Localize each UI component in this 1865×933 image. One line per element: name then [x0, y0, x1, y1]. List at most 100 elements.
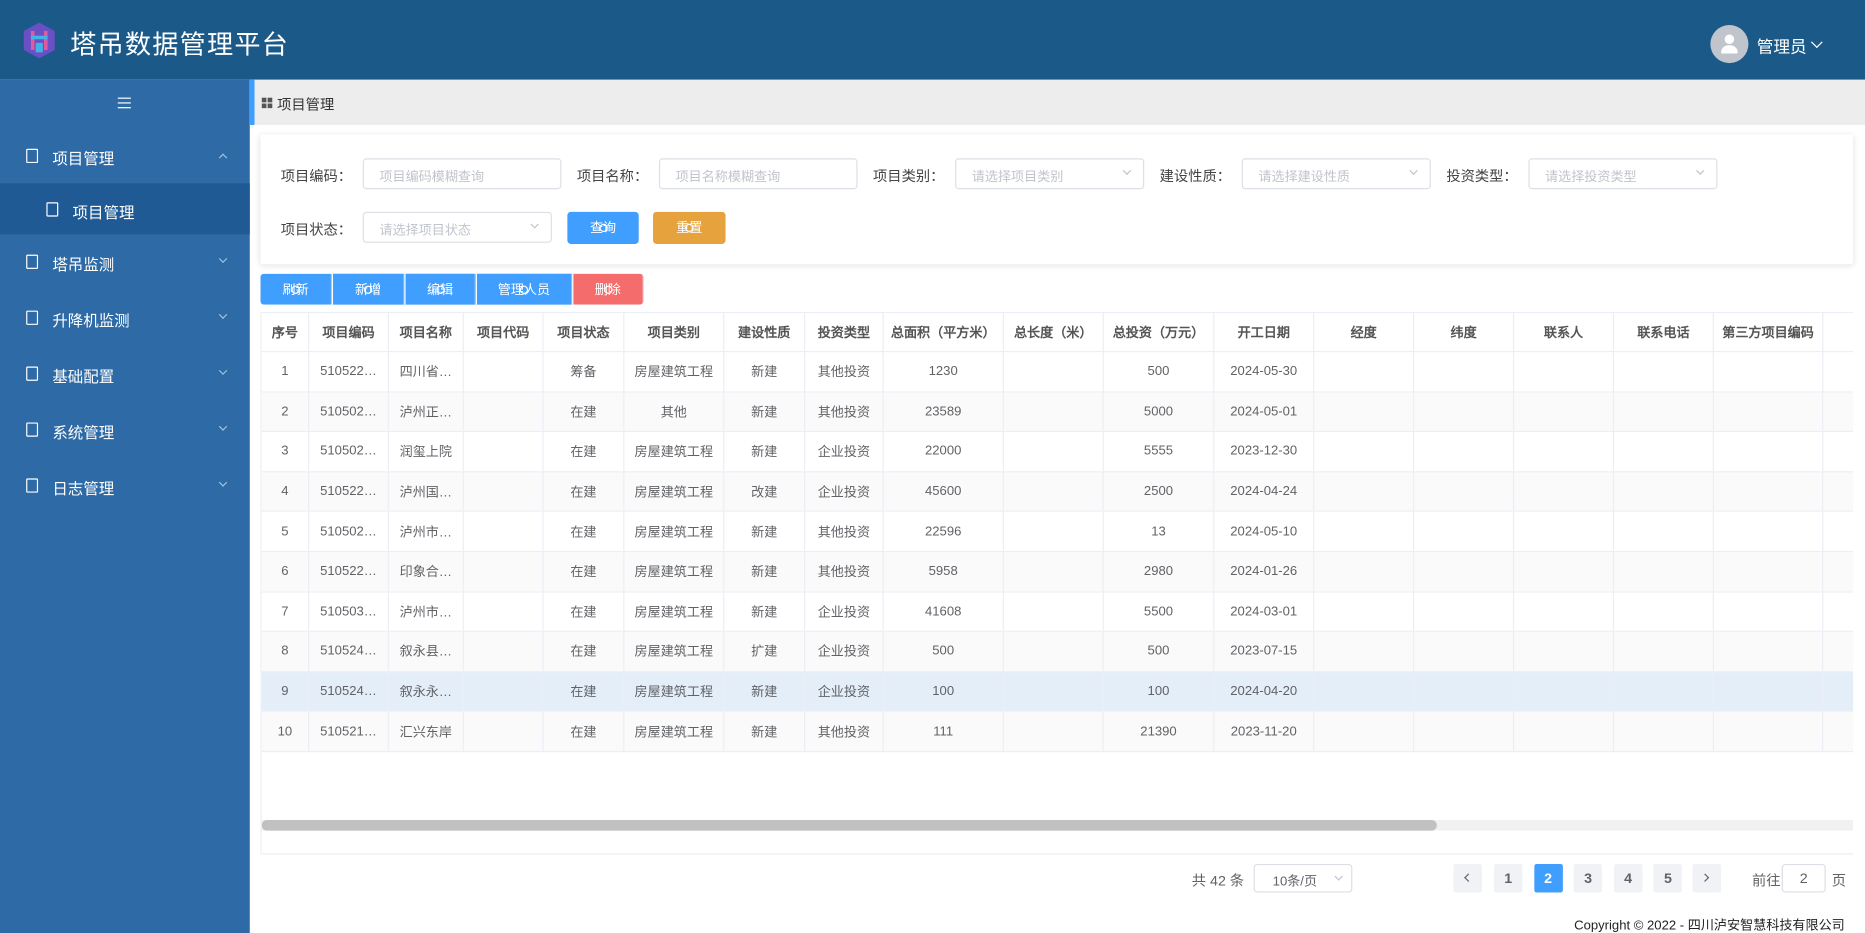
table-cell: 1230	[884, 352, 1004, 392]
table-row[interactable]: 9 510524… 叙永永… 在建 房屋建筑工程 新建 企业投资 100 100 2024-04-…	[261, 672, 1854, 713]
page-size-select[interactable]: 10条/页	[1253, 863, 1353, 893]
table-cell	[1004, 712, 1104, 751]
table-cell: 新建	[724, 672, 806, 711]
menu-label: 项目管理	[52, 149, 115, 168]
filter-button[interactable]: 重置	[652, 211, 726, 244]
table-cell: 其他投资	[805, 712, 884, 751]
table-row[interactable]: 5 510502… 泸州市… 在建 房屋建筑工程 新建 其他投资 22596 13 2024-05…	[261, 512, 1854, 553]
filter-select[interactable]: 请选择项目类别	[955, 158, 1145, 190]
table-cell	[1514, 352, 1615, 392]
table-cell: 房屋建筑工程	[624, 352, 725, 392]
scrollbar-thumb[interactable]	[261, 819, 1437, 831]
goto-input[interactable]: 2	[1781, 863, 1826, 893]
filter-input[interactable]: 项目编码模糊查询	[362, 158, 562, 190]
table-cell: 5555	[1104, 432, 1215, 471]
filter-label: 投资类型：	[1446, 167, 1518, 185]
menu-item[interactable]: 升降机监测	[0, 290, 250, 345]
table-cell	[1714, 472, 1824, 511]
table-cell: 3	[262, 432, 310, 471]
menu-item[interactable]: 系统管理	[0, 402, 250, 457]
menu-item[interactable]: 塔吊监测	[0, 234, 250, 289]
table-cell	[1714, 512, 1824, 551]
table-row[interactable]: 6 510522… 印象合… 在建 房屋建筑工程 新建 其他投资 5958 2980 2024-0…	[261, 552, 1854, 593]
prev-page[interactable]	[1453, 863, 1483, 893]
table-cell	[1414, 352, 1515, 392]
menu-item[interactable]: 基础配置	[0, 346, 250, 401]
user-dropdown-icon[interactable]	[1810, 36, 1823, 49]
table-cell: 500	[1104, 352, 1215, 392]
menu-icon	[26, 254, 39, 269]
table-cell	[1004, 352, 1104, 392]
table-cell	[1823, 632, 1853, 671]
page-number[interactable]: 5	[1653, 863, 1683, 893]
table-row[interactable]: 7 510503… 泸州市… 在建 房屋建筑工程 新建 企业投资 41608 5500 2024-…	[261, 592, 1854, 633]
table-cell: 2024-04-20	[1214, 672, 1315, 711]
table-cell	[1823, 352, 1853, 391]
avatar[interactable]	[1710, 24, 1749, 64]
table-cell	[1514, 712, 1615, 751]
page-number[interactable]: 4	[1613, 863, 1643, 893]
total-count: 共 42 条	[1191, 872, 1245, 889]
table-cell	[464, 432, 544, 471]
table-cell: 企业投资	[805, 672, 884, 711]
filter-select[interactable]: 请选择投资类型	[1528, 158, 1718, 190]
menu-item[interactable]: 日志管理	[0, 458, 250, 513]
table-cell: 7	[262, 592, 310, 631]
toolbar-button[interactable]: 删除	[573, 273, 644, 305]
collapse-toggle[interactable]	[117, 97, 131, 109]
table-header-cell: 总面积（平方米）	[884, 312, 1004, 352]
table-cell: 2980	[1104, 552, 1215, 591]
table-cell	[1314, 512, 1415, 551]
table-cell: 房屋建筑工程	[624, 592, 725, 631]
filter-select[interactable]: 请选择项目状态	[362, 211, 552, 243]
menu-item[interactable]: 项目管理	[0, 129, 250, 184]
submenu-item[interactable]: 项目管理	[0, 183, 250, 235]
button-icon	[685, 223, 694, 232]
table-cell: 2024-03-01	[1214, 592, 1315, 631]
table-cell: 510521…	[309, 712, 389, 751]
table-cell	[1414, 512, 1515, 551]
table-cell	[1004, 392, 1104, 432]
page-number[interactable]: 1	[1493, 863, 1523, 893]
table-row[interactable]: 1 510522… 四川省… 筹备 房屋建筑工程 新建 其他投资 1230 500 2024-05…	[261, 352, 1854, 393]
table-cell	[1514, 632, 1615, 671]
table-cell: 500	[884, 632, 1004, 671]
menu-label: 塔吊监测	[52, 255, 115, 274]
user-name[interactable]: 管理员	[1756, 36, 1807, 56]
table-cell: 在建	[544, 592, 625, 631]
placeholder: 请选择项目类别	[971, 170, 1064, 185]
table-row[interactable]: 3 510502… 润玺上院 在建 房屋建筑工程 新建 企业投资 22000 5555 2023-…	[261, 432, 1854, 473]
table-cell	[1314, 552, 1415, 591]
goto-label: 前往	[1752, 872, 1781, 889]
table-cell: 2023-11-20	[1214, 712, 1315, 751]
table-cell	[1004, 472, 1104, 511]
table-row[interactable]: 2 510502… 泸州正… 在建 其他 新建 其他投资 23589 5000 2024-05-0…	[261, 392, 1854, 433]
table-cell: 房屋建筑工程	[624, 632, 725, 671]
page-number[interactable]: 3	[1573, 863, 1603, 893]
page-number[interactable]: 2	[1533, 863, 1563, 893]
table-row[interactable]: 4 510522… 泸州国… 在建 房屋建筑工程 改建 企业投资 45600 2500 2024-…	[261, 472, 1854, 513]
toolbar-button[interactable]: 新增	[333, 273, 405, 305]
table-cell	[1714, 432, 1824, 471]
table-cell	[1314, 672, 1415, 711]
table-cell	[464, 472, 544, 511]
table-cell	[1414, 432, 1515, 471]
toolbar-button[interactable]: 管理人员	[476, 273, 573, 305]
filter-input[interactable]: 项目名称模糊查询	[658, 158, 858, 190]
filter-button[interactable]: 查询	[567, 211, 639, 244]
menu-chevron	[218, 422, 228, 431]
table-row[interactable]: 8 510524… 叙永县… 在建 房屋建筑工程 扩建 企业投资 500 500 2023-07-…	[261, 632, 1854, 673]
button-label: 查询	[589, 221, 617, 236]
toolbar-button[interactable]: 刷新	[260, 273, 332, 305]
table-cell: 2024-01-26	[1214, 552, 1315, 591]
table-row[interactable]: 10 510521… 汇兴东岸 在建 房屋建筑工程 新建 其他投资 111 21390 2023-…	[261, 712, 1854, 753]
filter-select[interactable]: 请选择建设性质	[1241, 158, 1431, 190]
table-cell	[1614, 712, 1714, 751]
table-cell	[464, 352, 544, 392]
next-page[interactable]	[1692, 863, 1722, 893]
table-cell	[1714, 632, 1824, 671]
table-cell: 2024-05-30	[1214, 352, 1315, 392]
table-cell	[1004, 632, 1104, 671]
table-cell: 在建	[544, 512, 625, 551]
toolbar-button[interactable]: 编辑	[405, 273, 476, 305]
